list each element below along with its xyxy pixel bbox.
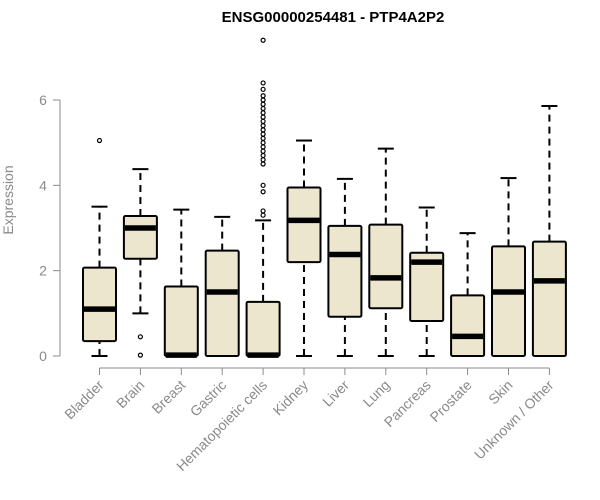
outlier-point [137, 334, 143, 340]
box-brain [122, 168, 158, 358]
outlier-point [260, 105, 266, 112]
box-iqr [245, 300, 281, 357]
box-iqr [409, 251, 445, 323]
x-tick-label: Skin [485, 377, 516, 408]
box-breast [163, 208, 199, 358]
outlier-point [260, 37, 266, 43]
outlier-point [260, 101, 266, 107]
outlier-point [260, 118, 266, 124]
outlier-point [260, 152, 266, 159]
x-tick-label: Lung [360, 377, 393, 410]
box-iqr [286, 186, 322, 264]
outlier-point [260, 189, 266, 195]
outlier-point [260, 110, 266, 116]
x-tick-label: Liver [319, 377, 352, 410]
x-tick-label: Bladder [61, 377, 107, 423]
outlier-point [260, 131, 266, 137]
outlier-point [260, 135, 266, 141]
x-tick-label: Kidney [270, 377, 312, 419]
outlier-point [260, 122, 266, 129]
outlier-point [96, 137, 103, 144]
box-iqr [450, 294, 486, 357]
outlier-point [260, 80, 266, 86]
box-iqr [122, 215, 158, 260]
outlier-point [260, 140, 266, 146]
box-iqr [82, 266, 117, 343]
box-iqr [531, 240, 567, 357]
y-tick-label: 6 [39, 92, 47, 108]
outlier-point [260, 86, 266, 92]
box-gastric [204, 215, 240, 357]
outlier-point [260, 93, 266, 99]
outlier-point [260, 208, 266, 214]
x-tick-label: Prostate [427, 377, 475, 425]
y-tick-label: 4 [39, 177, 47, 193]
outlier-point [260, 212, 266, 218]
box-hematopoietic-cells [245, 37, 281, 358]
box-unknown-other [531, 104, 567, 357]
y-axis-label: Expression [0, 165, 16, 234]
outlier-point [260, 144, 266, 150]
outlier-point [260, 148, 266, 154]
chart-title: ENSG00000254481 - PTP4A2P2 [222, 9, 445, 26]
y-axis: 0 2 4 6 [39, 92, 61, 364]
box-liver [327, 177, 363, 357]
x-tick-label: Breast [148, 377, 188, 417]
outlier-point [137, 352, 143, 358]
box-skin [491, 177, 526, 357]
box-iqr [204, 249, 240, 357]
outlier-point [260, 114, 266, 120]
box-prostate [450, 232, 486, 357]
boxplot-series [82, 37, 567, 358]
x-tick-label: Brain [113, 377, 147, 411]
box-iqr [327, 224, 363, 318]
box-pancreas [409, 206, 445, 357]
y-tick-label: 0 [39, 348, 47, 364]
box-lung [368, 147, 404, 357]
box-kidney [286, 139, 322, 357]
outlier-point [260, 157, 266, 163]
box-iqr [163, 285, 199, 358]
box-bladder [82, 137, 117, 357]
box-iqr [491, 245, 526, 357]
box-iqr [368, 223, 404, 310]
outlier-point [260, 182, 266, 188]
y-tick-label: 2 [39, 263, 47, 279]
outlier-point [260, 161, 266, 167]
outlier-point [260, 97, 266, 103]
outlier-point [260, 127, 266, 133]
